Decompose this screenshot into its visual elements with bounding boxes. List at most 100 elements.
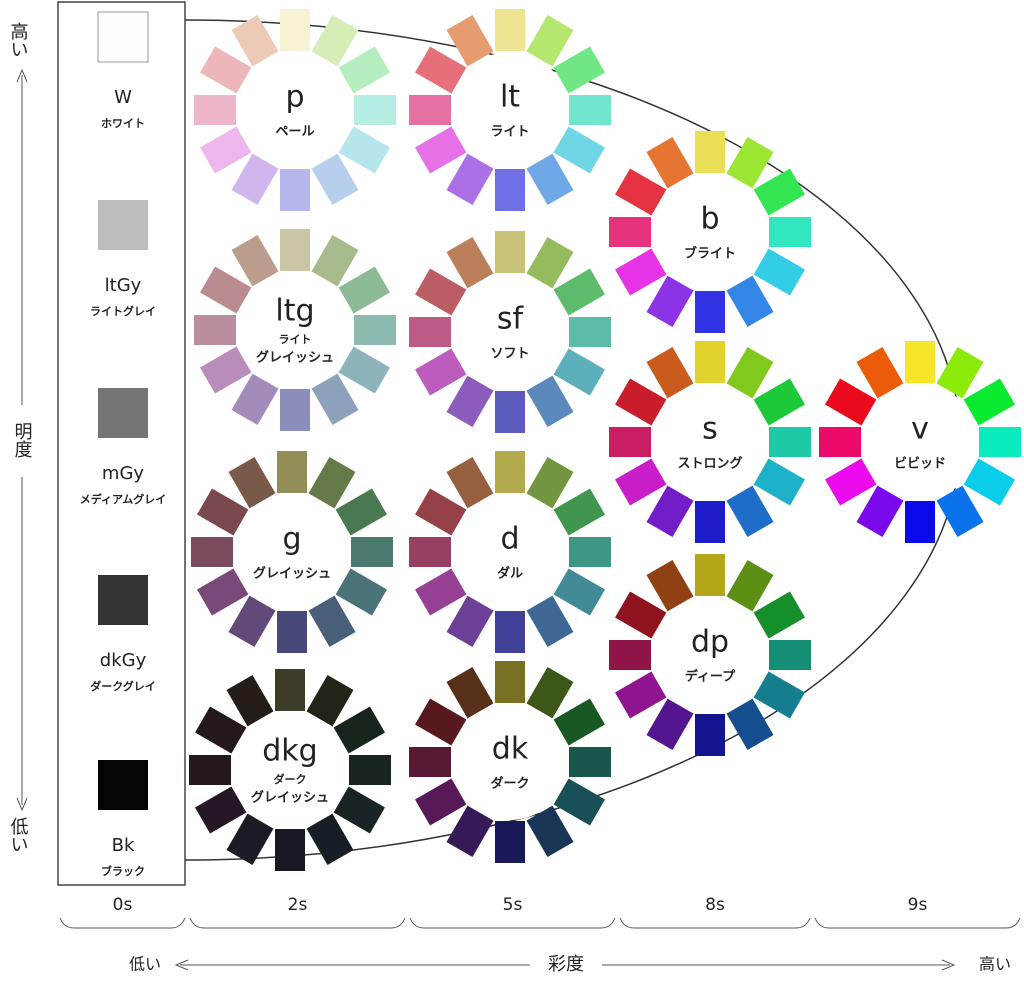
tone-wheel: dk ダーク — [409, 661, 611, 863]
color-chip — [231, 373, 279, 425]
color-chip — [415, 488, 467, 536]
color-chip — [615, 248, 667, 296]
tone-code: d — [500, 522, 519, 557]
tone-code: s — [702, 412, 718, 447]
tone-wheel: g グレイッシュ — [191, 451, 393, 653]
color-chip — [197, 568, 249, 616]
tone-code: dkg — [262, 734, 317, 769]
color-chip — [646, 698, 694, 750]
color-chip — [338, 346, 390, 394]
tone-center — [452, 704, 568, 820]
tone-center — [452, 494, 568, 610]
color-chip — [526, 805, 574, 857]
color-chip — [553, 488, 605, 536]
color-chip — [280, 229, 310, 271]
label-bg — [4, 405, 40, 477]
chroma-tick: 5s — [503, 895, 523, 915]
brace — [189, 917, 406, 929]
color-chip — [856, 485, 904, 537]
color-chip — [194, 315, 236, 345]
color-chip — [553, 698, 605, 746]
color-chip — [553, 268, 605, 316]
color-chip — [825, 378, 877, 426]
color-chip — [446, 805, 494, 857]
color-chip — [409, 537, 451, 567]
color-chip — [819, 427, 861, 457]
color-chip — [275, 669, 305, 711]
color-chip — [526, 457, 574, 509]
color-chip — [553, 46, 605, 94]
color-chip — [226, 675, 274, 727]
color-chip — [726, 347, 774, 399]
color-chip — [446, 15, 494, 67]
color-chip — [275, 829, 305, 871]
color-chip — [553, 126, 605, 174]
chroma-tick: 8s — [705, 895, 725, 915]
color-chip — [569, 537, 611, 567]
tone-code: dk — [492, 732, 529, 767]
color-chip — [228, 595, 276, 647]
tone-code: p — [285, 80, 304, 115]
color-chip — [553, 778, 605, 826]
gray-name: ブラック — [101, 864, 145, 878]
color-chip — [308, 595, 356, 647]
color-chip — [905, 341, 935, 383]
color-chip — [311, 15, 359, 67]
color-chip — [695, 131, 725, 173]
arrow-heads — [174, 959, 956, 971]
color-chip — [936, 485, 984, 537]
tone-name: ライト — [490, 125, 529, 140]
tone-code: lt — [500, 80, 520, 115]
tone-wheel: b ブライト — [609, 131, 811, 333]
color-chip — [335, 568, 387, 616]
color-chip — [333, 786, 385, 834]
tone-wheel: lt ライト — [409, 9, 611, 211]
color-chip — [446, 153, 494, 205]
color-chip — [446, 667, 494, 719]
color-chip — [338, 46, 390, 94]
color-chip — [825, 458, 877, 506]
color-chip — [526, 237, 574, 289]
color-chip — [415, 568, 467, 616]
color-chip — [415, 46, 467, 94]
tone-center — [862, 384, 978, 500]
color-chip — [197, 488, 249, 536]
color-chip — [695, 341, 725, 383]
gray-code: mGy — [102, 463, 144, 484]
gray-chip — [97, 11, 149, 63]
color-chip — [277, 451, 307, 493]
lightness-label: 明度 — [12, 422, 33, 458]
color-chip — [231, 235, 279, 287]
tone-code: ltg — [275, 294, 314, 329]
color-chip — [495, 821, 525, 863]
color-chip — [979, 427, 1021, 457]
color-chip — [354, 95, 396, 125]
color-chip — [936, 347, 984, 399]
tone-name: ブライト — [684, 246, 736, 262]
color-chip — [609, 640, 651, 670]
color-chip — [280, 389, 310, 431]
tone-name: ライト — [279, 333, 312, 346]
tone-code: b — [700, 202, 719, 237]
color-chip — [495, 391, 525, 433]
color-chip — [769, 640, 811, 670]
tone-wheel: v ビビッド — [819, 341, 1021, 543]
tone-code: dp — [691, 625, 729, 660]
color-chip — [333, 706, 385, 754]
color-chip — [569, 747, 611, 777]
chroma-tick: 2s — [288, 895, 308, 915]
gray-code: ltGy — [105, 275, 142, 296]
color-chip — [191, 537, 233, 567]
color-chip — [646, 560, 694, 612]
tone-name: ダーク — [274, 772, 307, 786]
color-chip — [415, 126, 467, 174]
color-chip — [753, 248, 805, 296]
chroma-label: 彩度 — [548, 954, 584, 975]
color-chip — [646, 275, 694, 327]
color-chip — [446, 457, 494, 509]
tone-name: ダル — [497, 566, 523, 582]
color-chip — [280, 169, 310, 211]
color-chip — [526, 375, 574, 427]
chroma-tick: 9s — [908, 895, 928, 915]
tone-center — [652, 174, 768, 290]
